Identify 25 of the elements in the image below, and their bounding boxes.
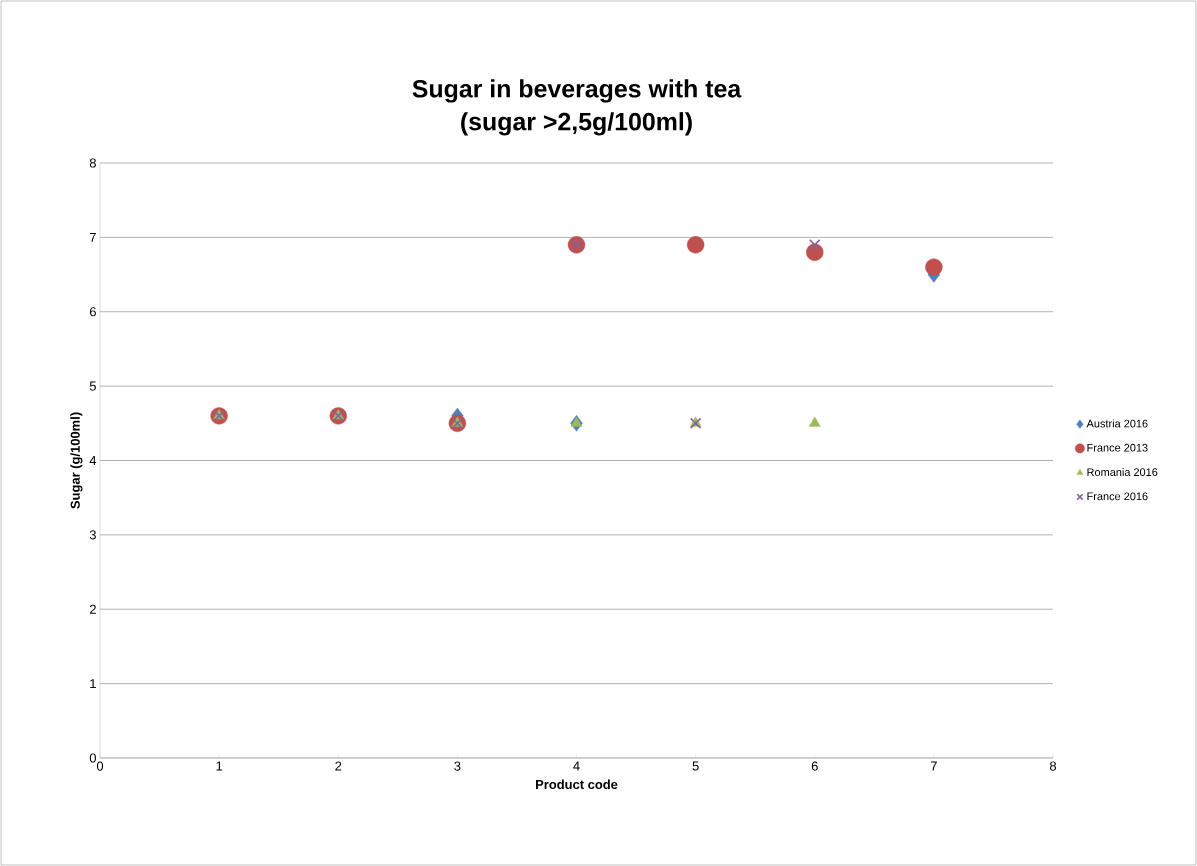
x-tick-label: 3 xyxy=(454,761,461,771)
y-tick-label: 5 xyxy=(89,381,96,391)
y-tick-label: 8 xyxy=(89,158,96,168)
y-tick-label: 0 xyxy=(89,753,96,763)
x-tick-label: 6 xyxy=(811,761,818,771)
x-tick-label: 7 xyxy=(930,761,937,771)
y-tick-label: 2 xyxy=(89,604,96,614)
y-tick-label: 3 xyxy=(89,530,96,540)
x-tick-label: 1 xyxy=(216,761,223,771)
y-tick-label: 6 xyxy=(89,307,96,317)
x-tick-label: 0 xyxy=(96,761,104,771)
x-axis-title: Product code xyxy=(535,779,618,790)
legend-label: France 2016 xyxy=(1087,492,1148,501)
legend-label: Austria 2016 xyxy=(1086,419,1148,428)
legend-label: Romania 2016 xyxy=(1087,467,1158,477)
y-tick-label: 7 xyxy=(89,232,96,242)
y-tick-label: 4 xyxy=(89,456,97,465)
x-tick-label: 8 xyxy=(1049,761,1057,771)
y-axis-title: Sugar (g/100ml) xyxy=(70,412,83,509)
chart-title: Sugar in beverages with tea (sugar >2,5g/100ml) xyxy=(412,79,742,136)
y-tick-label: 1 xyxy=(90,679,96,689)
legend-label: France 2013 xyxy=(1087,443,1148,452)
x-tick-label: 2 xyxy=(335,761,342,771)
x-tick-label: 5 xyxy=(692,761,699,771)
x-tick-label: 4 xyxy=(573,761,580,771)
